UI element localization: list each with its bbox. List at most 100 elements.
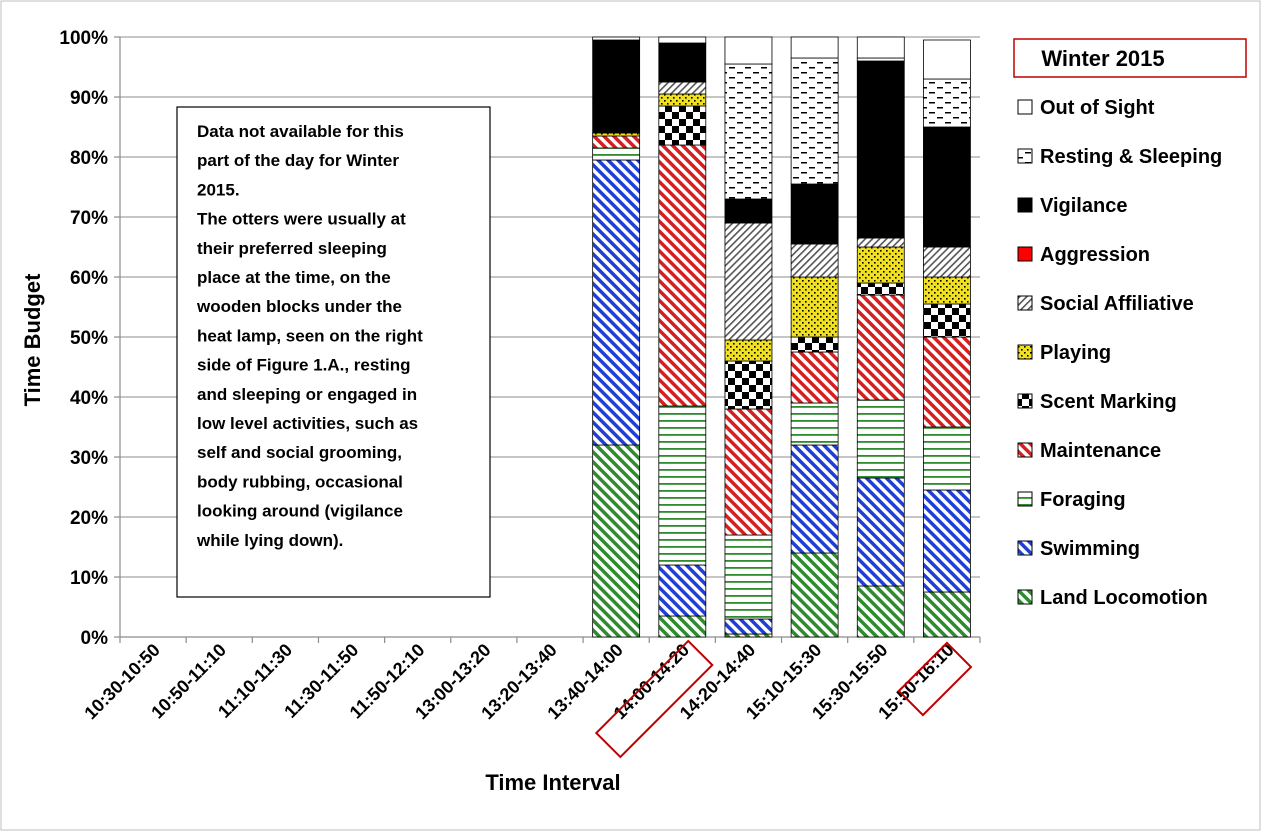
legend-swatch [1017, 99, 1033, 115]
legend-label: Land Locomotion [1040, 587, 1208, 609]
highlight-box-14-00-14-20 [594, 639, 714, 759]
legend-title: Winter 2015 [1041, 46, 1164, 71]
bar-out-of-sight-9 [724, 36, 773, 65]
bar-social-affiliative-8 [658, 81, 707, 95]
note-line: wooden blocks under the [196, 297, 402, 316]
bar-resting-sleeping-10 [790, 57, 839, 185]
bar-land-locomotion-7 [592, 444, 641, 638]
bar-playing-7 [592, 132, 641, 137]
bar-vigilance-8 [658, 42, 707, 83]
bar-foraging-10 [790, 402, 839, 446]
bar-out-of-sight-12 [923, 39, 971, 80]
y-tick-label: 70% [70, 208, 108, 229]
note-box: Data not available for this part of the d… [176, 106, 491, 598]
bar-social-affiliative-9 [724, 222, 773, 341]
legend-swatch [1017, 589, 1033, 605]
bar-playing-11 [856, 246, 905, 284]
bar-out-of-sight-7 [592, 36, 641, 41]
note-line: part of the day for Winter [197, 151, 399, 170]
legend-swatch [1017, 295, 1033, 311]
y-tick-label: 80% [70, 148, 108, 169]
bar-maintenance-9 [724, 408, 773, 536]
bar-playing-10 [790, 276, 839, 338]
highlight-box-16-10 [897, 641, 973, 717]
bar-land-locomotion-9 [724, 633, 773, 638]
note-line: and sleeping or engaged in [197, 385, 417, 404]
bar-playing-9 [724, 339, 773, 362]
y-tick-label: 90% [70, 88, 108, 109]
bar-maintenance-8 [658, 144, 707, 407]
bar-swimming-12 [923, 489, 971, 593]
bar-out-of-sight-10 [790, 36, 839, 59]
note-line: body rubbing, occasional [197, 472, 403, 491]
note-line: looking around (vigilance [197, 502, 403, 521]
bars [592, 36, 971, 638]
bar-vigilance-9 [724, 198, 773, 224]
bar-maintenance-7 [592, 135, 641, 149]
y-tick-label: 100% [59, 28, 108, 49]
legend-swatch [1017, 344, 1033, 360]
bar-resting-sleeping-11 [856, 57, 905, 62]
bar-scent-marking-9 [724, 360, 773, 410]
bar-foraging-9 [724, 534, 773, 620]
legend-label: Vigilance [1040, 195, 1127, 217]
bar-land-locomotion-12 [923, 591, 971, 638]
legend-label: Out of Sight [1040, 97, 1155, 119]
bar-swimming-11 [856, 477, 905, 587]
legend-swatch [1017, 148, 1033, 164]
note-frame [176, 106, 491, 598]
legend-title-box [1013, 38, 1247, 78]
note-line: their preferred sleeping [197, 239, 387, 258]
bar-scent-marking-10 [790, 336, 839, 353]
legend-label: Aggression [1040, 244, 1150, 266]
bar-out-of-sight-11 [856, 36, 905, 59]
legend-swatch [1017, 540, 1033, 556]
y-tick-label: 30% [70, 448, 108, 469]
bar-swimming-8 [658, 564, 707, 617]
bar-foraging-7 [592, 147, 641, 161]
bar-social-affiliative-11 [856, 237, 905, 248]
bar-playing-12 [923, 276, 971, 305]
legend-swatch [1017, 246, 1033, 262]
bar-land-locomotion-11 [856, 585, 905, 638]
x-axis-title: Time Interval [485, 770, 620, 795]
bar-foraging-12 [923, 426, 971, 491]
note-line: place at the time, on the [197, 268, 391, 287]
bar-swimming-9 [724, 618, 773, 635]
legend-label: Maintenance [1040, 440, 1161, 462]
bar-land-locomotion-10 [790, 552, 839, 638]
bar-resting-sleeping-12 [923, 78, 971, 128]
bar-social-affiliative-12 [923, 246, 971, 278]
note-line: low level activities, such as [197, 414, 418, 433]
y-tick-label: 40% [70, 388, 108, 409]
bar-vigilance-12 [923, 126, 971, 248]
legend-swatch [1017, 442, 1033, 458]
bar-resting-sleeping-9 [724, 63, 773, 200]
legend-label: Playing [1040, 342, 1111, 364]
note-line: The otters were usually at [197, 210, 406, 229]
y-axis-ticks: 0% 10% 20% 30% 40% 50% 60% 70% 80% 90% 100% [59, 28, 108, 649]
legend-label: Resting & Sleeping [1040, 146, 1222, 168]
y-tick-label: 20% [70, 508, 108, 529]
bar-maintenance-11 [856, 294, 905, 401]
bar-scent-marking-11 [856, 282, 905, 296]
y-tick-label: 60% [70, 268, 108, 289]
legend-swatch [1017, 491, 1033, 507]
legend-swatch [1017, 393, 1033, 409]
y-tick-label: 10% [70, 568, 108, 589]
legend-label: Swimming [1040, 538, 1140, 560]
legend-swatch [1017, 197, 1033, 213]
y-axis-title: Time Budget [20, 273, 45, 407]
y-tick-label: 50% [70, 328, 108, 349]
bar-land-locomotion-8 [658, 615, 707, 638]
y-tick-label: 0% [81, 628, 109, 649]
bar-vigilance-7 [592, 39, 641, 134]
bar-swimming-10 [790, 444, 839, 554]
note-line: Data not available for this [197, 122, 404, 141]
bar-out-of-sight-8 [658, 36, 707, 44]
note-line: heat lamp, seen on the right [197, 326, 423, 345]
bar-vigilance-11 [856, 60, 905, 239]
legend: Winter 2015 Out of Sight Resting & Sleepi… [1013, 38, 1247, 609]
legend-label: Social Affiliative [1040, 293, 1194, 315]
